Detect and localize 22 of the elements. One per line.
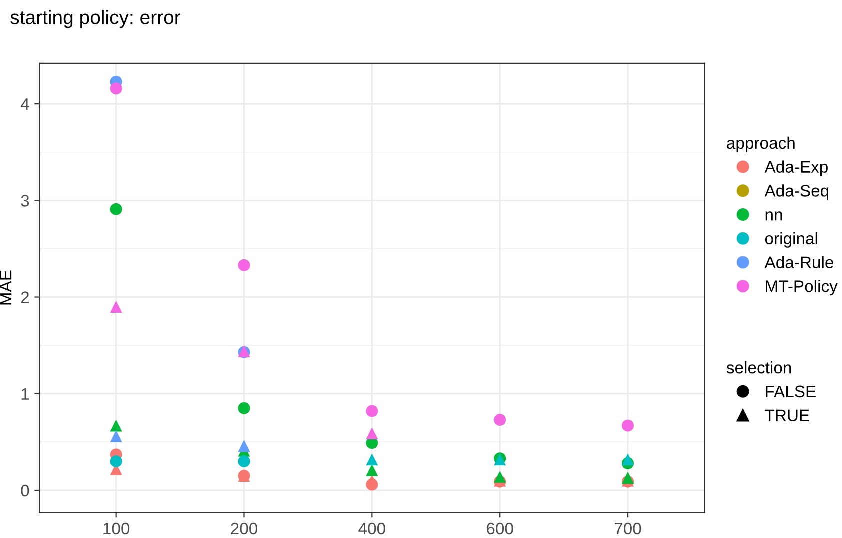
text: TRUE xyxy=(765,410,810,422)
legend-title: approach xyxy=(727,136,795,152)
text: FALSE xyxy=(766,386,816,398)
y-tick-label: 4 xyxy=(20,98,30,110)
legend-label: Ada-Exp xyxy=(764,160,828,176)
legend-label: Ada-Rule xyxy=(764,256,834,268)
y-tick-label: 0 xyxy=(21,484,30,497)
x-tick-label: 200 xyxy=(231,522,258,535)
y-tick-label: 1 xyxy=(22,388,30,400)
x-tick-label: 100 xyxy=(104,522,130,535)
legend-label: MT-Policy xyxy=(766,280,838,296)
y-tick-label: 2 xyxy=(21,292,30,304)
legend-label: original xyxy=(765,232,818,248)
x-tick-label: 600 xyxy=(487,522,514,535)
y-tick-label: 3 xyxy=(21,195,30,207)
legend-label: nn xyxy=(766,212,782,221)
legend-label: Ada-Seq xyxy=(764,184,829,200)
text: selection xyxy=(726,362,792,374)
y-axis-title: MAE xyxy=(0,270,12,305)
x-tick-label: 400 xyxy=(358,522,386,535)
chart-title: starting policy: error xyxy=(10,10,181,28)
x-tick-label: 700 xyxy=(614,522,642,535)
